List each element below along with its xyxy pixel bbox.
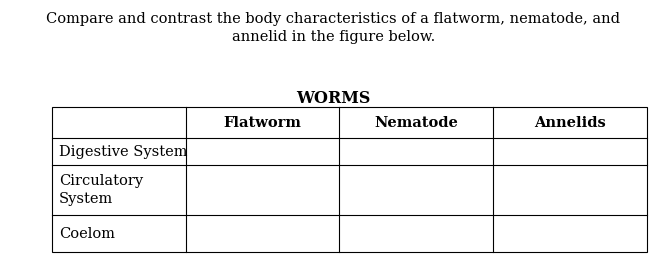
- Bar: [52, 107, 647, 252]
- Text: Annelids: Annelids: [534, 116, 606, 130]
- Text: Circulatory
System: Circulatory System: [59, 174, 143, 206]
- Text: Nematode: Nematode: [374, 116, 458, 130]
- Text: Digestive System: Digestive System: [59, 145, 187, 159]
- Text: Coelom: Coelom: [59, 227, 115, 241]
- Text: Compare and contrast the body characteristics of a flatworm, nematode, and
annel: Compare and contrast the body characteri…: [47, 12, 620, 44]
- Text: WORMS: WORMS: [296, 90, 371, 107]
- Text: Flatworm: Flatworm: [223, 116, 301, 130]
